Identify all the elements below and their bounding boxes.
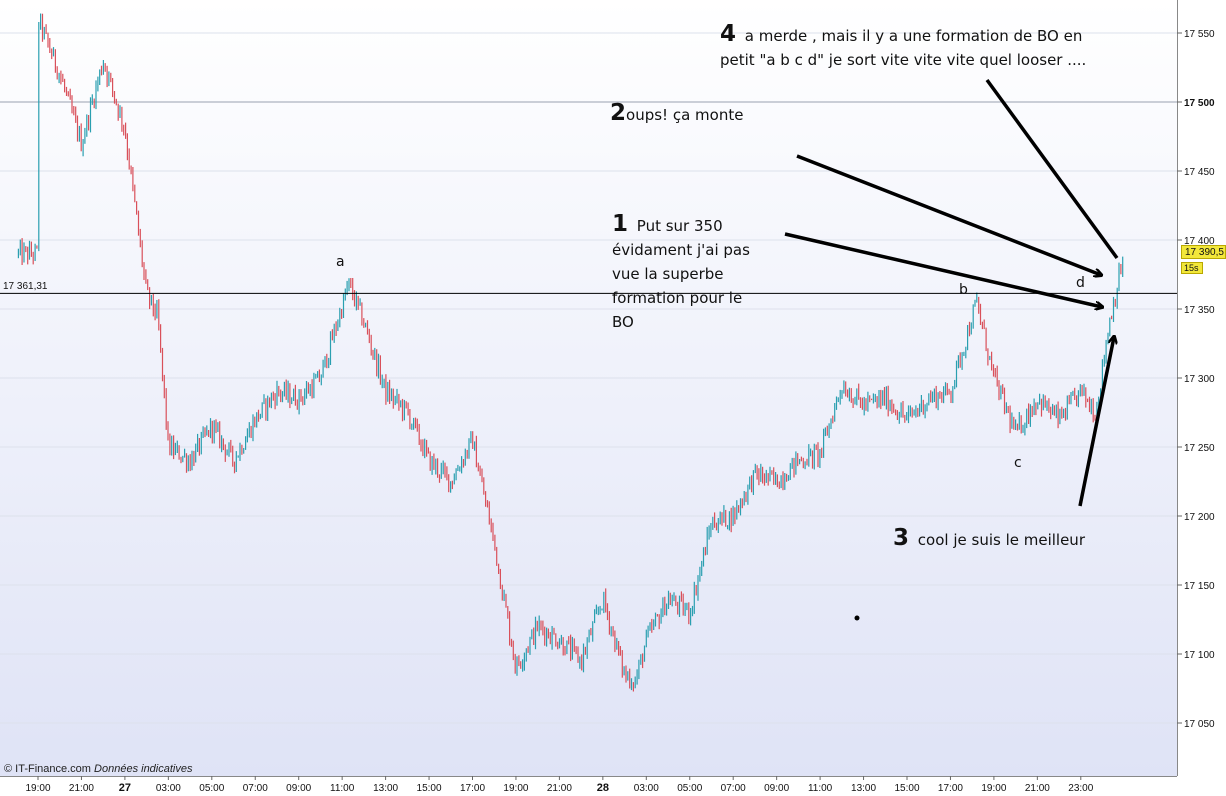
plot-background xyxy=(0,0,1177,776)
point-label-c: c xyxy=(1014,455,1022,471)
x-tick-label: 17:00 xyxy=(938,783,963,794)
y-tick-label: 17 300 xyxy=(1184,374,1215,385)
reference-line-label: 17 361,31 xyxy=(3,281,48,292)
y-tick-label: 17 100 xyxy=(1184,650,1215,661)
y-tick-label: 17 450 xyxy=(1184,167,1215,178)
y-tick-label: 17 500 xyxy=(1184,98,1215,109)
copyright-brand: © IT-Finance.com xyxy=(4,763,91,775)
x-tick-label: 15:00 xyxy=(417,783,442,794)
x-tick-label: 05:00 xyxy=(199,783,224,794)
x-tick-label: 07:00 xyxy=(721,783,746,794)
annotation-line: évidament j'ai pas xyxy=(612,241,750,259)
arrow-4 xyxy=(985,78,1119,260)
annotation-line: BO xyxy=(612,313,634,331)
annotation-1: 1 Put sur 350 évidament j'ai pas vue la … xyxy=(612,212,750,334)
arrow-1 xyxy=(784,232,1102,307)
annotation-number: 2 xyxy=(610,100,627,126)
annotation-line: vue la superbe xyxy=(612,265,724,283)
x-tick-label: 15:00 xyxy=(894,783,919,794)
annotation-4: 4 a merde , mais il y a une formation de… xyxy=(720,22,1086,72)
x-tick-label: 09:00 xyxy=(286,783,311,794)
annotation-3: 3 cool je suis le meilleur xyxy=(893,526,1085,552)
annotation-line: cool je suis le meilleur xyxy=(917,531,1085,549)
x-tick-label: 13:00 xyxy=(373,783,398,794)
annotation-number: 4 xyxy=(720,21,737,47)
x-tick-label: 28 xyxy=(597,782,609,794)
y-tick-label: 17 050 xyxy=(1184,719,1215,730)
x-tick-label: 19:00 xyxy=(981,783,1006,794)
annotation-line: petit "a b c d" je sort vite vite vite q… xyxy=(720,51,1087,69)
stray-dot xyxy=(854,615,860,621)
x-tick-label: 23:00 xyxy=(1068,783,1093,794)
x-tick-label: 19:00 xyxy=(25,783,50,794)
y-tick-label: 17 250 xyxy=(1184,443,1215,454)
y-tick-label: 17 150 xyxy=(1184,581,1215,592)
x-tick-label: 05:00 xyxy=(677,783,702,794)
arrow-3 xyxy=(1078,337,1114,507)
x-tick-label: 17:00 xyxy=(460,783,485,794)
y-tick-label: 17 550 xyxy=(1184,29,1215,40)
x-axis-panel xyxy=(0,776,1226,796)
annotation-line: oups! ça monte xyxy=(626,106,744,124)
current-price-badge: 17 390,5 xyxy=(1181,245,1226,259)
annotation-line: formation pour le xyxy=(612,289,743,307)
point-label-b: b xyxy=(959,282,968,298)
point-label-a: a xyxy=(336,254,345,270)
x-tick-label: 11:00 xyxy=(330,783,355,794)
copyright: © IT-Finance.com Données indicatives xyxy=(4,763,192,775)
annotation-line: Put sur 350 xyxy=(636,217,723,235)
arrow-2 xyxy=(796,154,1101,275)
x-tick-label: 19:00 xyxy=(503,783,528,794)
annotation-number: 3 xyxy=(893,525,910,551)
x-tick-label: 13:00 xyxy=(851,783,876,794)
x-tick-label: 09:00 xyxy=(764,783,789,794)
point-label-d: d xyxy=(1076,275,1085,291)
annotation-number: 1 xyxy=(612,211,629,237)
x-tick-label: 11:00 xyxy=(808,783,833,794)
copyright-note: Données indicatives xyxy=(94,763,193,775)
x-tick-label: 07:00 xyxy=(243,783,268,794)
timeframe-badge: 15s xyxy=(1181,262,1203,274)
annotation-2: 2oups! ça monte xyxy=(610,101,743,127)
annotation-line: a merde , mais il y a une formation de B… xyxy=(744,27,1083,45)
x-tick-label: 21:00 xyxy=(547,783,572,794)
y-tick-label: 17 200 xyxy=(1184,512,1215,523)
y-tick-label: 17 350 xyxy=(1184,305,1215,316)
x-tick-label: 27 xyxy=(119,782,131,794)
x-tick-label: 21:00 xyxy=(1025,783,1050,794)
y-tick-label: 17 400 xyxy=(1184,236,1215,247)
x-tick-label: 03:00 xyxy=(156,783,181,794)
x-tick-label: 03:00 xyxy=(634,783,659,794)
y-axis-panel xyxy=(1177,0,1226,796)
x-tick-label: 21:00 xyxy=(69,783,94,794)
